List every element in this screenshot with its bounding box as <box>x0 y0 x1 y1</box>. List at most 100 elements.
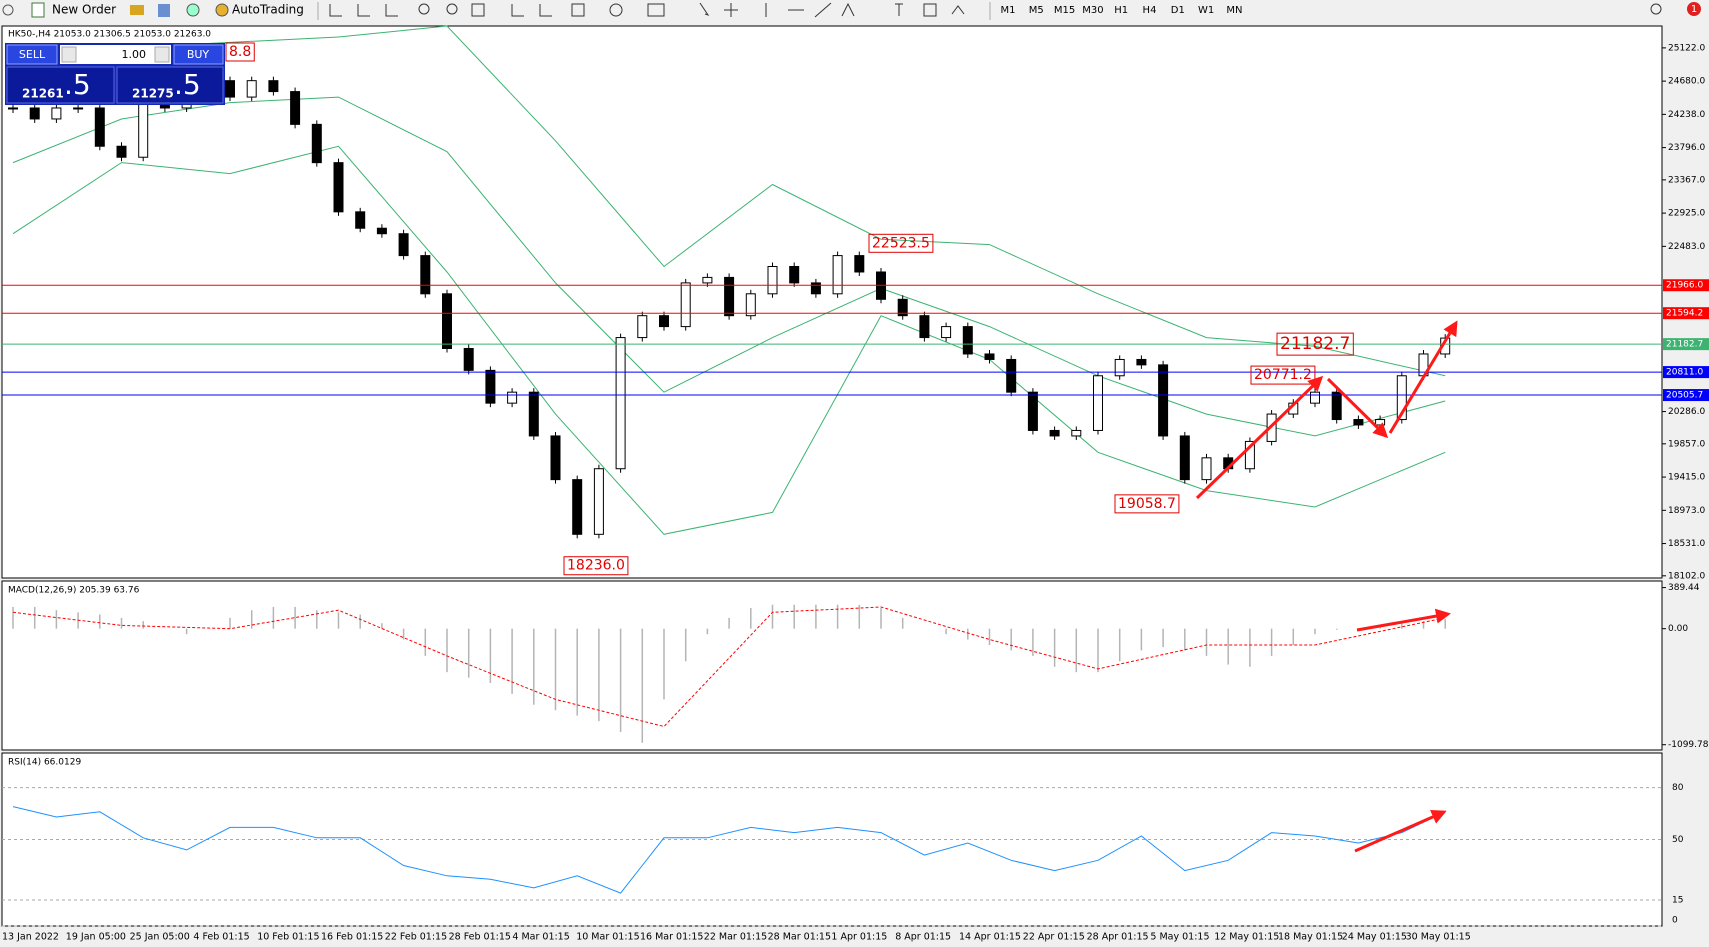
zoom-out-icon[interactable] <box>446 3 458 15</box>
level-label: 20505.7 <box>1666 391 1703 401</box>
sell-price[interactable]: 21261 <box>22 87 64 101</box>
timeframe-button[interactable]: H4 <box>1143 5 1157 16</box>
new-order-button[interactable]: New Order <box>52 3 116 17</box>
price-label: 22523.5 <box>872 235 930 251</box>
sell-price-tile[interactable] <box>6 66 115 104</box>
fibo-icon[interactable] <box>895 3 903 16</box>
trend-arrows <box>1195 320 1458 853</box>
x-tick-label: 4 Mar 01:15 <box>512 932 569 943</box>
candle-body <box>51 107 62 120</box>
line-chart-icon[interactable] <box>385 4 398 17</box>
zoom-icon[interactable] <box>2 4 14 16</box>
level-label-bg <box>1663 338 1709 351</box>
tool-icon[interactable] <box>130 5 144 15</box>
buy-pips[interactable]: .5 <box>174 68 201 101</box>
x-tick-label: 10 Feb 01:15 <box>257 932 319 943</box>
autotrading-icon[interactable] <box>215 3 229 17</box>
tool-icon[interactable] <box>158 4 170 17</box>
toolbar: New Order AutoTrading <box>0 0 1709 22</box>
panel-title: RSI(14) 66.0129 <box>8 758 81 768</box>
sell-pips[interactable]: .5 <box>64 68 91 101</box>
y-tick-label: 389.44 <box>1668 583 1700 593</box>
y-tick-label: 20286.0 <box>1668 407 1705 417</box>
x-tick-label: 22 Mar 01:15 <box>704 932 767 943</box>
y-tick-label: 18102.0 <box>1668 571 1705 581</box>
y-tick-label: 22925.0 <box>1668 209 1705 219</box>
timeframe-button[interactable]: MN <box>1226 5 1242 16</box>
candle-body <box>724 276 735 317</box>
price-label-box <box>1276 332 1354 356</box>
volume-value[interactable]: 1.00 <box>122 48 147 61</box>
timeframe-button[interactable]: H1 <box>1114 5 1128 16</box>
volume-down[interactable] <box>61 46 77 63</box>
candle-body <box>897 298 908 317</box>
autoscroll-icon[interactable] <box>539 4 552 17</box>
buy-price[interactable]: 21275 <box>132 87 174 101</box>
level-label: 21594.2 <box>1666 309 1703 319</box>
price-label-box <box>563 556 629 576</box>
autotrading-button[interactable]: AutoTrading <box>232 3 304 17</box>
tile-icon[interactable] <box>471 3 485 17</box>
x-tick-label: 24 May 01:15 <box>1342 932 1407 943</box>
arrows-icon[interactable] <box>951 5 965 15</box>
candle-chart-icon[interactable] <box>357 4 370 17</box>
candle-body <box>1158 364 1169 437</box>
new-order-icon[interactable] <box>31 2 45 18</box>
cursor-icon[interactable] <box>699 2 710 16</box>
shift-icon[interactable] <box>511 4 524 17</box>
search-icon[interactable] <box>1650 3 1662 15</box>
candle-body <box>1049 429 1060 437</box>
candle-body <box>1201 457 1212 481</box>
price-label: 18236.0 <box>567 558 625 574</box>
timeframe-button[interactable]: W1 <box>1198 5 1214 16</box>
panel-title: HK50-,H4 21053.0 21306.5 21053.0 21263.0 <box>8 30 211 40</box>
candle-body <box>246 80 257 98</box>
panel-title: MACD(12,26,9) 205.39 63.76 <box>8 586 140 596</box>
buy-price-tile[interactable] <box>116 66 224 104</box>
price-label-box <box>868 233 934 253</box>
periods-icon[interactable] <box>609 3 623 17</box>
level-label-bg <box>1663 307 1709 320</box>
indicators-icon[interactable] <box>571 3 585 17</box>
candle-body <box>702 276 713 284</box>
zoom-in-icon[interactable] <box>418 3 430 15</box>
candle-body <box>1071 429 1082 437</box>
price-label: 20771.2 <box>1254 367 1312 383</box>
sell-button[interactable] <box>6 44 58 65</box>
candle-body <box>442 293 452 349</box>
candle-body <box>1375 419 1386 426</box>
tool-icon[interactable] <box>186 3 200 17</box>
text-icon[interactable] <box>923 3 937 17</box>
x-tick-label: 18 May 01:15 <box>1278 932 1343 943</box>
bar-chart-icon[interactable] <box>329 4 342 17</box>
sell-label[interactable]: SELL <box>19 48 46 61</box>
crosshair-icon[interactable] <box>724 3 738 17</box>
candle-body <box>1136 358 1147 366</box>
candle-body <box>225 80 235 98</box>
buy-button[interactable] <box>173 44 224 65</box>
x-tick-label: 28 Mar 01:15 <box>768 932 831 943</box>
y-tick-label: 19857.0 <box>1668 439 1705 449</box>
timeframe-button[interactable]: M1 <box>1001 5 1016 16</box>
timeframe-button[interactable]: D1 <box>1171 5 1185 16</box>
templates-icon[interactable] <box>647 3 665 17</box>
timeframe-button[interactable]: M5 <box>1029 5 1044 16</box>
volume-box[interactable] <box>60 45 171 64</box>
channel-icon[interactable] <box>841 2 855 17</box>
x-tick-label: 10 Mar 01:15 <box>576 932 639 943</box>
y-tick-label: 18531.0 <box>1668 539 1705 549</box>
price-label: 8.8 <box>229 44 251 60</box>
candle-body <box>398 233 409 257</box>
x-tick-label: 14 Apr 01:15 <box>959 932 1021 943</box>
notification-badge[interactable] <box>1687 2 1701 16</box>
x-tick-label: 28 Feb 01:15 <box>449 932 511 943</box>
arrow <box>1354 809 1447 853</box>
timeframe-button[interactable]: M30 <box>1082 5 1103 16</box>
buy-label[interactable]: BUY <box>187 48 210 61</box>
candle-body <box>333 162 344 213</box>
volume-up[interactable] <box>154 46 170 63</box>
one-click-trading: SELL 1.00 BUY 21261 .5 21275 .5 <box>5 43 225 105</box>
trendline-icon[interactable] <box>814 2 832 18</box>
timeframe-button[interactable]: M15 <box>1054 5 1075 16</box>
